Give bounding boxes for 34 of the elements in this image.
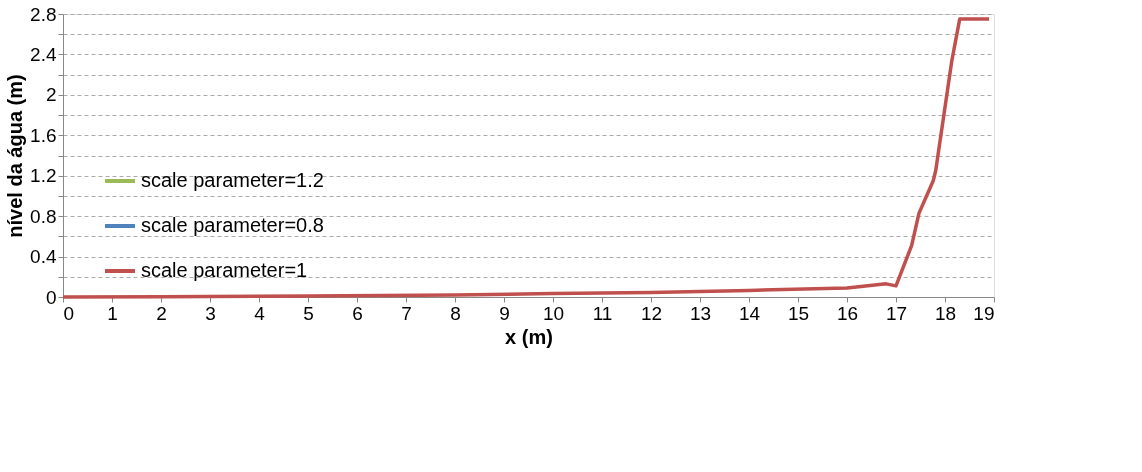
y-tick-label: 1.2 — [30, 165, 57, 187]
x-tick-label: 12 — [640, 302, 663, 324]
y-tick-label: 0.8 — [30, 205, 57, 227]
y-tick-label: 0.4 — [30, 246, 57, 268]
x-axis-title: x (m) — [505, 325, 553, 348]
y-tick-label: 2.8 — [30, 3, 57, 25]
x-tick-label: 18 — [934, 302, 957, 324]
x-tick-label: 5 — [303, 302, 314, 324]
x-tick-label: 0 — [63, 302, 75, 324]
y-axis-title: nível da água (m) — [4, 74, 27, 238]
line-series — [61, 17, 991, 299]
x-tick-label: 19 — [973, 302, 995, 324]
x-tick-label: 15 — [787, 302, 810, 324]
x-tick-label: 9 — [499, 302, 510, 324]
x-tick-label: 10 — [542, 302, 565, 324]
legend-label: scale parameter=1.2 — [141, 169, 324, 191]
x-tick-label: 17 — [885, 302, 908, 324]
x-tick-label: 3 — [205, 302, 216, 324]
x-tick-label: 14 — [738, 302, 761, 324]
x-tick-label: 11 — [592, 302, 613, 324]
x-tick-label: 4 — [254, 302, 266, 324]
y-tick-label: 2 — [45, 84, 57, 106]
legend-label: scale parameter=1 — [141, 259, 308, 281]
x-tick-label: 7 — [401, 302, 412, 324]
x-tick-label: 6 — [352, 302, 363, 324]
y-tick-label: 2.4 — [30, 43, 57, 65]
y-tick-label: 1.6 — [30, 124, 57, 146]
x-tick-label: 13 — [689, 302, 712, 324]
y-tick-label: 0 — [45, 286, 57, 308]
x-tick-label: 16 — [836, 302, 859, 324]
x-tick-label: 1 — [107, 302, 118, 324]
legend-label: scale parameter=0.8 — [141, 214, 324, 236]
x-tick-label: 2 — [156, 302, 167, 324]
x-tick-label: 8 — [450, 302, 461, 324]
